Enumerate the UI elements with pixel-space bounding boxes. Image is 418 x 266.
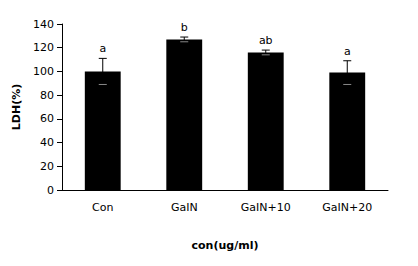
svg-text:0: 0 xyxy=(47,184,54,197)
svg-text:140: 140 xyxy=(33,18,54,31)
svg-text:20: 20 xyxy=(40,160,54,173)
svg-text:100: 100 xyxy=(33,65,54,78)
svg-text:60: 60 xyxy=(40,112,54,125)
svg-text:LDH(%): LDH(%) xyxy=(10,84,23,130)
svg-text:GaIN+10: GaIN+10 xyxy=(241,201,291,214)
svg-text:GaIN+20: GaIN+20 xyxy=(322,201,372,214)
svg-text:80: 80 xyxy=(40,89,54,102)
svg-text:a: a xyxy=(99,42,106,55)
svg-text:ab: ab xyxy=(259,34,273,47)
svg-text:GaIN: GaIN xyxy=(171,201,198,214)
svg-text:b: b xyxy=(181,21,188,34)
svg-text:Con: Con xyxy=(92,201,113,214)
svg-text:con(ug/ml): con(ug/ml) xyxy=(192,239,259,252)
svg-text:40: 40 xyxy=(40,136,54,149)
svg-text:a: a xyxy=(344,45,351,58)
svg-text:120: 120 xyxy=(33,41,54,54)
